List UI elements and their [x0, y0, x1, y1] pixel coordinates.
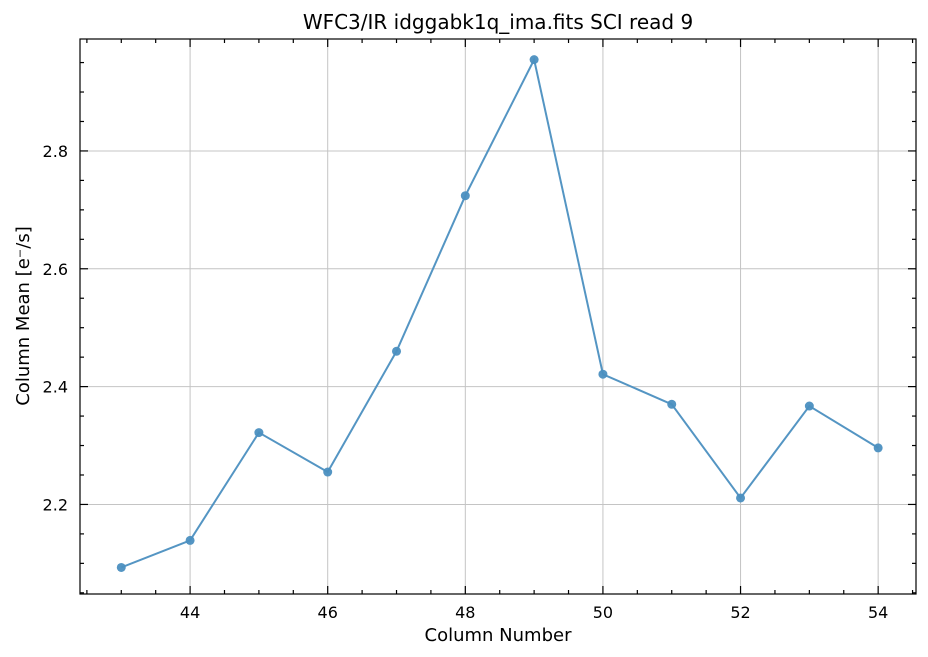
data-point — [254, 428, 264, 438]
x-tick-label: 54 — [868, 603, 888, 622]
data-point — [873, 443, 883, 453]
y-tick-label: 2.6 — [43, 260, 68, 279]
plot-frame — [79, 38, 917, 595]
data-point — [529, 55, 539, 65]
series-line — [120, 56, 879, 569]
data-point — [116, 562, 126, 572]
x-tick-label: 46 — [318, 603, 338, 622]
x-tick-labels: 44 46 48 50 52 54 — [180, 603, 888, 622]
x-tick-label: 44 — [180, 603, 200, 622]
data-point — [598, 369, 608, 379]
ticks — [80, 39, 916, 594]
data-point — [460, 191, 470, 201]
y-tick-label: 2.4 — [43, 378, 68, 397]
series — [116, 55, 883, 572]
x-tick-label: 50 — [593, 603, 613, 622]
x-tick-label: 52 — [730, 603, 750, 622]
data-point — [392, 346, 402, 356]
data-point — [736, 493, 746, 503]
data-point — [185, 535, 195, 545]
data-point — [667, 399, 677, 409]
y-axis-label: Column Mean [e⁻/s] — [13, 226, 34, 405]
data-point — [323, 467, 333, 477]
data-point — [804, 401, 814, 411]
grid — [80, 39, 916, 594]
y-tick-labels: 2.2 2.4 2.6 2.8 — [43, 142, 68, 515]
chart-title: WFC3/IR idggabk1q_ima.fits SCI read 9 — [303, 10, 693, 34]
x-axis-label: Column Number — [425, 625, 573, 646]
y-tick-label: 2.8 — [43, 142, 68, 161]
y-tick-label: 2.2 — [43, 495, 68, 514]
x-tick-label: 48 — [455, 603, 475, 622]
